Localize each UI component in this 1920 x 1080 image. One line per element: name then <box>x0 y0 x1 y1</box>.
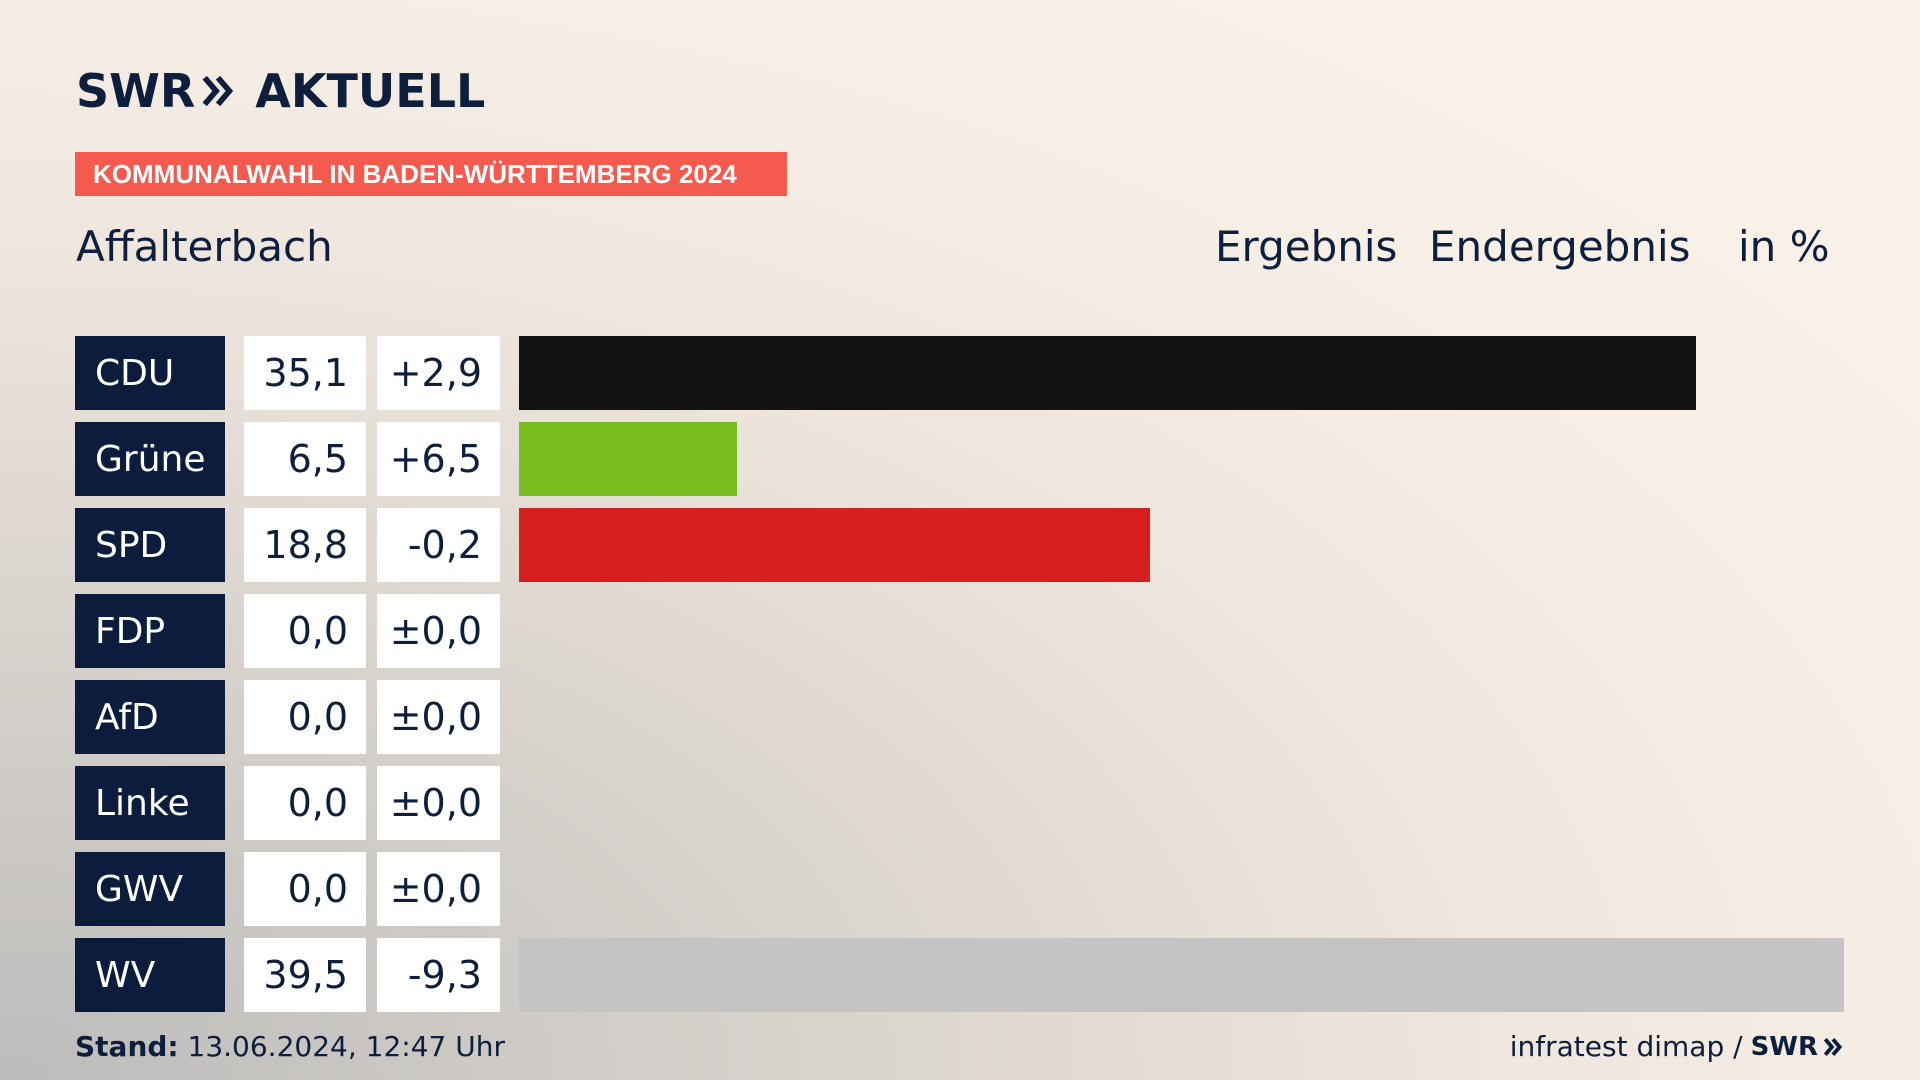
result-difference: ±0,0 <box>377 680 500 754</box>
logo-swr-text: SWR <box>76 64 196 118</box>
result-value: 0,0 <box>244 680 366 754</box>
party-label: SPD <box>75 508 225 582</box>
logo-aktuell-text: AKTUELL <box>255 64 486 118</box>
party-label: AfD <box>75 680 225 754</box>
result-row: Grüne 6,5 +6,5 <box>75 422 1845 496</box>
result-difference: -9,3 <box>377 938 500 1012</box>
footer-swr-text: SWR <box>1750 1031 1818 1062</box>
header-unit: in % <box>1738 222 1830 271</box>
result-difference: -0,2 <box>377 508 500 582</box>
result-value: 6,5 <box>244 422 366 496</box>
result-row: CDU 35,1 +2,9 <box>75 336 1845 410</box>
result-value: 0,0 <box>244 766 366 840</box>
result-row: WV 39,5 -9,3 <box>75 938 1845 1012</box>
footer-source: infratest dimap / SWR <box>1510 1030 1844 1063</box>
result-row: GWV 0,0 ±0,0 <box>75 852 1845 926</box>
party-label: Linke <box>75 766 225 840</box>
footer-swr-logo: SWR <box>1751 1032 1844 1062</box>
party-label: WV <box>75 938 225 1012</box>
party-label: Grüne <box>75 422 225 496</box>
result-bar <box>519 508 1150 582</box>
result-row: FDP 0,0 ±0,0 <box>75 594 1845 668</box>
footer-chevron-icon <box>1823 1037 1843 1056</box>
party-label: CDU <box>75 336 225 410</box>
result-value: 18,8 <box>244 508 366 582</box>
stand-value: 13.06.2024, 12:47 Uhr <box>178 1030 505 1063</box>
location-title: Affalterbach <box>76 222 333 271</box>
result-row: SPD 18,8 -0,2 <box>75 508 1845 582</box>
result-difference: +6,5 <box>377 422 500 496</box>
result-bar <box>519 422 737 496</box>
party-label: GWV <box>75 852 225 926</box>
footer-stand: Stand: 13.06.2024, 12:47 Uhr <box>75 1030 505 1063</box>
result-value: 35,1 <box>244 336 366 410</box>
result-row: AfD 0,0 ±0,0 <box>75 680 1845 754</box>
source-text: infratest dimap / <box>1509 1030 1743 1063</box>
result-difference: +2,9 <box>377 336 500 410</box>
result-bar <box>519 336 1696 410</box>
result-value: 0,0 <box>244 852 366 926</box>
election-banner: KOMMUNALWAHL IN BADEN-WÜRTTEMBERG 2024 <box>75 152 787 196</box>
result-value: 39,5 <box>244 938 366 1012</box>
double-chevron-icon <box>202 75 234 107</box>
header-ergebnis: Ergebnis <box>1215 222 1398 271</box>
result-row: Linke 0,0 ±0,0 <box>75 766 1845 840</box>
party-label: FDP <box>75 594 225 668</box>
stand-label: Stand: <box>75 1030 179 1063</box>
swr-aktuell-logo: SWR AKTUELL <box>76 64 486 118</box>
result-difference: ±0,0 <box>377 766 500 840</box>
result-difference: ±0,0 <box>377 594 500 668</box>
result-bar <box>519 938 1844 1012</box>
result-difference: ±0,0 <box>377 852 500 926</box>
result-value: 0,0 <box>244 594 366 668</box>
header-endergebnis: Endergebnis <box>1429 222 1691 271</box>
